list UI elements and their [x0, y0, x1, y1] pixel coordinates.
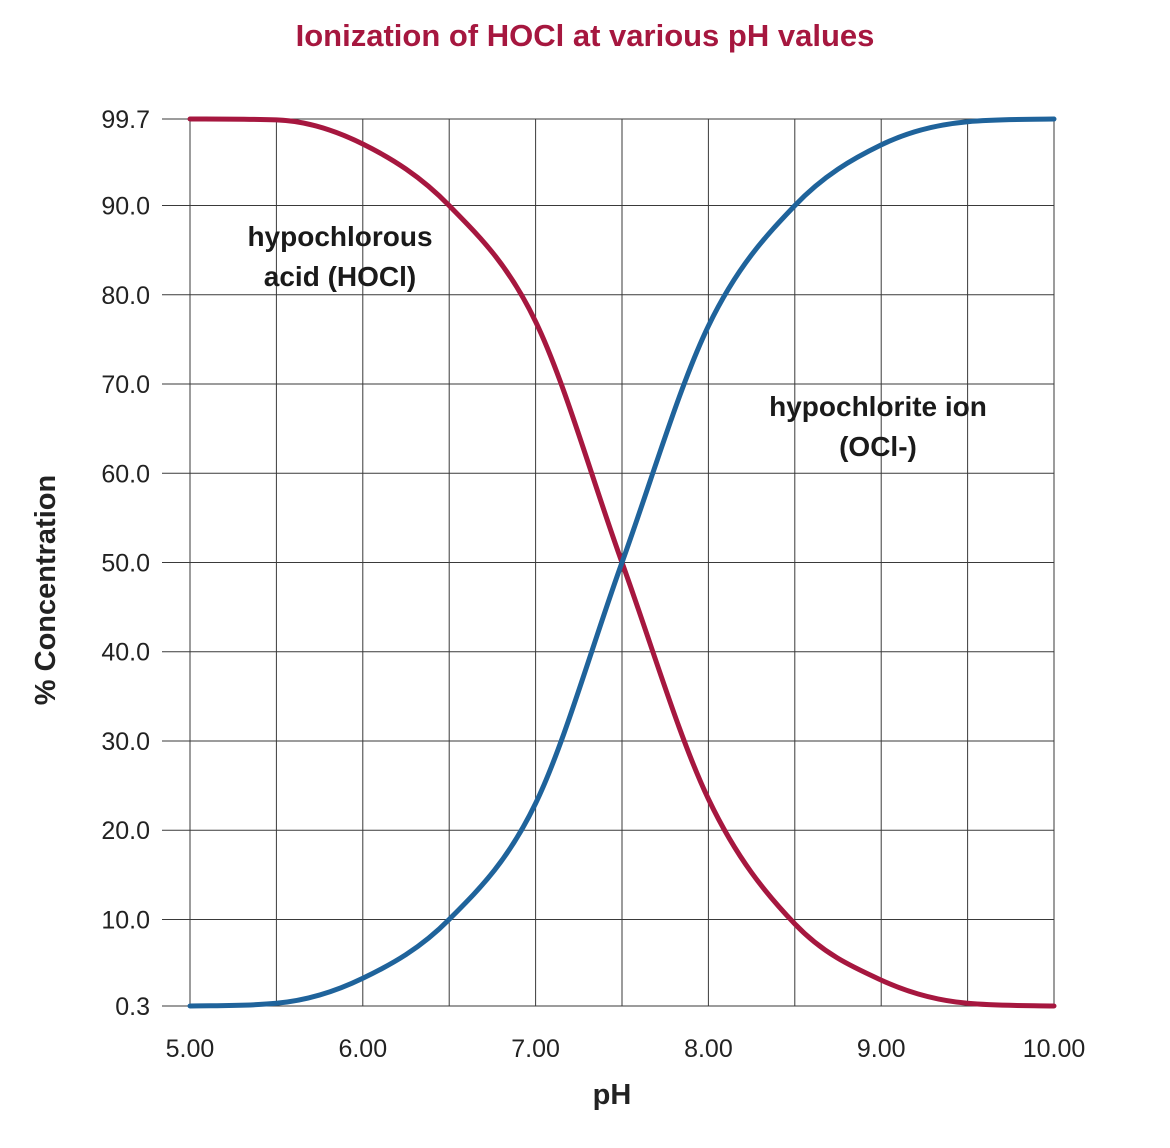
y-tick-label: 20.0 — [101, 817, 150, 845]
ocl-label-line2: (OCl-) — [839, 431, 917, 462]
x-axis-ticks: 5.00 6.00 7.00 8.00 9.00 10.00 — [166, 1035, 1086, 1063]
grid — [162, 118, 1055, 1007]
y-axis-label: % Concentration — [30, 475, 62, 705]
x-tick-label: 7.00 — [511, 1035, 560, 1063]
x-tick-label: 6.00 — [338, 1035, 387, 1063]
ocl-label-line1: hypochlorite ion — [769, 391, 987, 422]
y-axis-ticks: 0.3 10.0 20.0 30.0 40.0 50.0 60.0 70.0 80.0 90.0 9… — [101, 106, 150, 1021]
y-tick-label: 70.0 — [101, 371, 150, 399]
hocl-label-line2: acid (HOCl) — [264, 261, 416, 292]
y-tick-label: 40.0 — [101, 639, 150, 667]
y-tick-label: 99.7 — [101, 106, 150, 134]
y-tick-label: 80.0 — [101, 282, 150, 310]
x-axis-label: pH — [593, 1079, 632, 1111]
curves — [187, 116, 1057, 1009]
y-tick-label: 0.3 — [115, 993, 150, 1021]
y-tick-label: 50.0 — [101, 550, 150, 578]
x-tick-label: 5.00 — [166, 1035, 215, 1063]
x-tick-label: 10.00 — [1023, 1035, 1086, 1063]
y-tick-label: 60.0 — [101, 460, 150, 488]
y-tick-label: 30.0 — [101, 728, 150, 756]
x-tick-label: 9.00 — [857, 1035, 906, 1063]
y-tick-label: 90.0 — [101, 193, 150, 221]
series-ocl-line — [187, 116, 1057, 1009]
chart-title: Ionization of HOCl at various pH values — [295, 18, 875, 53]
y-tick-label: 10.0 — [101, 906, 150, 934]
x-tick-label: 8.00 — [684, 1035, 733, 1063]
hocl-label-line1: hypochlorous — [247, 221, 432, 252]
